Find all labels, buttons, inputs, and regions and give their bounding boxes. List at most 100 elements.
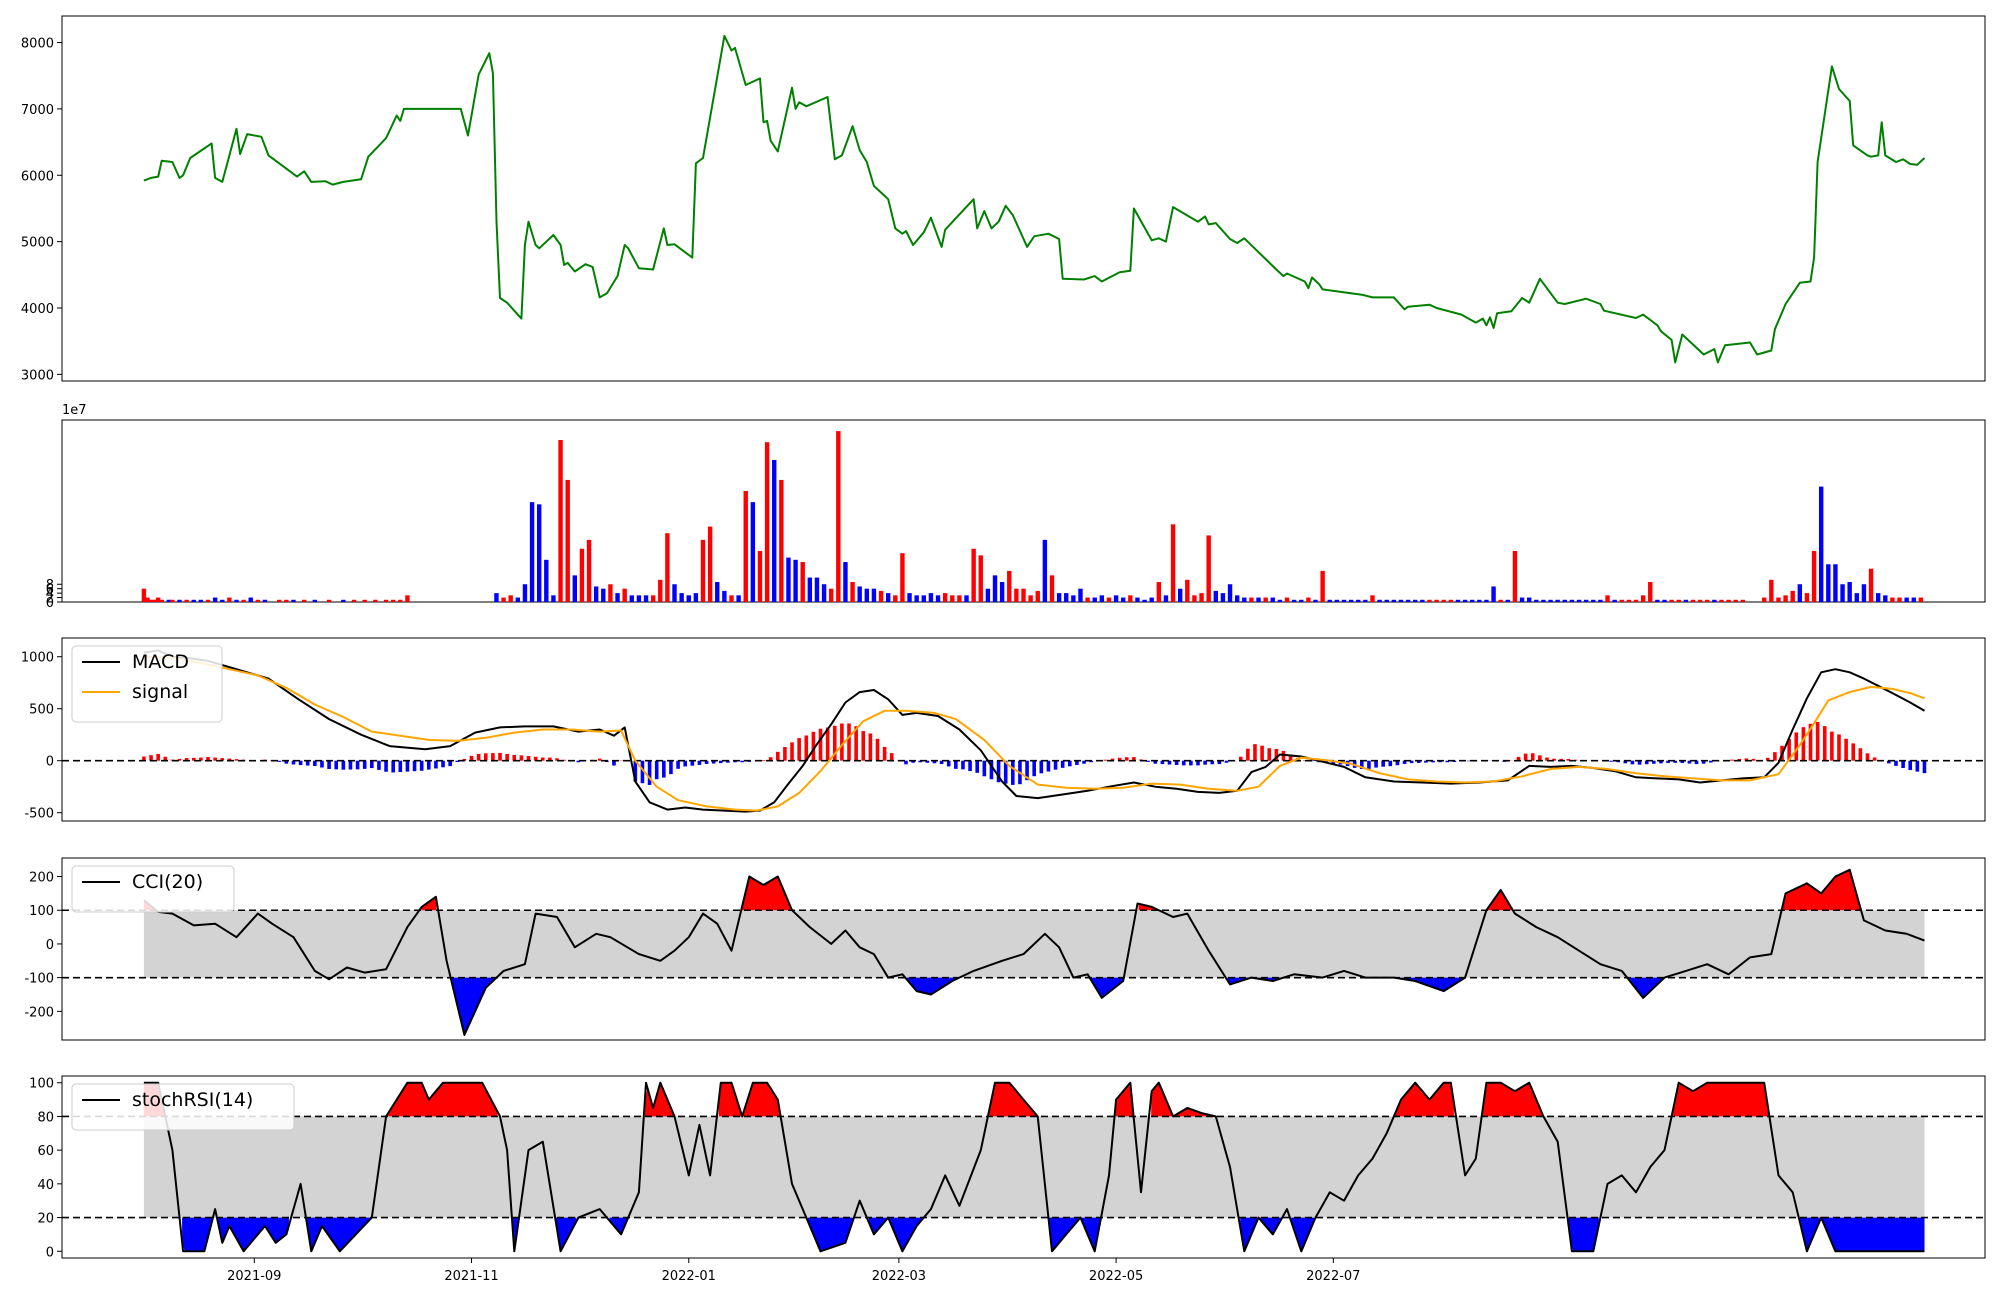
- macd-hist-bar: [419, 760, 424, 771]
- macd-hist-bar: [1773, 752, 1777, 761]
- volume-bar: [957, 595, 962, 602]
- macd-hist-bar: [1901, 760, 1905, 768]
- volume-bar: [1234, 595, 1240, 602]
- volume-bar: [686, 595, 691, 602]
- stoch-ytick-label: 80: [37, 1110, 54, 1125]
- macd-hist-bar: [1915, 760, 1920, 772]
- macd-hist-bar: [491, 753, 495, 761]
- volume-bar: [1384, 599, 1389, 602]
- volume-bar: [1056, 593, 1062, 602]
- volume-bar: [1655, 599, 1660, 602]
- volume-bar: [593, 586, 599, 602]
- volume-bar: [177, 599, 182, 602]
- stoch-oversold-fill: [1291, 1217, 1314, 1252]
- macd-hist-bar: [1196, 760, 1200, 766]
- volume-bar: [141, 588, 147, 602]
- macd-hist-bar: [334, 760, 339, 770]
- volume-bar: [1121, 597, 1126, 602]
- macd-hist-bar: [662, 760, 666, 778]
- macd-hist-bar: [1181, 760, 1186, 766]
- macd-hist-bar: [911, 760, 915, 763]
- macd-hist-bar: [1217, 760, 1222, 765]
- volume-bar: [390, 599, 396, 602]
- volume-bar: [1220, 593, 1226, 602]
- volume-bar: [1491, 586, 1496, 602]
- macd-hist-bar: [711, 760, 716, 764]
- macd-hist-bar: [1424, 760, 1428, 763]
- volume-bar: [814, 577, 820, 602]
- volume-bar: [234, 599, 239, 602]
- volume-bar: [1769, 579, 1774, 602]
- macd-hist-bar: [1388, 760, 1393, 767]
- cci-frame: [61, 857, 1986, 1041]
- macd-hist-bar: [1466, 760, 1471, 762]
- volume-bar: [1299, 599, 1304, 602]
- macd-hist-bar: [1360, 760, 1364, 769]
- macd-hist-bar: [1039, 760, 1044, 774]
- macd-hist-bar: [1552, 758, 1556, 761]
- macd-hist-bar: [1865, 753, 1870, 761]
- volume-bar: [1818, 486, 1824, 602]
- cci-overbought-fill: [421, 898, 437, 911]
- volume-bar: [291, 599, 296, 602]
- cci-oversold-fill: [907, 977, 958, 995]
- volume-bar: [608, 584, 613, 602]
- macd-hist-bar: [1210, 760, 1215, 765]
- macd-hist-bar: [996, 760, 1001, 783]
- volume-bar: [1227, 584, 1233, 602]
- stoch-overbought-fill: [645, 1082, 673, 1117]
- volume-bar: [1640, 595, 1646, 602]
- volume-bar: [693, 593, 699, 602]
- volume-bar: [1042, 539, 1048, 602]
- volume-bar: [1035, 590, 1040, 602]
- macd-hist-bar: [783, 747, 787, 761]
- macd-hist-bar: [904, 760, 908, 765]
- macd-hist-bar: [1416, 760, 1421, 763]
- macd-hist-bar: [405, 760, 410, 772]
- volume-bar: [1106, 597, 1112, 602]
- volume-bar: [1854, 593, 1859, 602]
- volume-bar: [1911, 597, 1916, 602]
- macd-hist-bar: [832, 725, 837, 761]
- macd-hist-bar: [434, 760, 438, 769]
- stoch-ytick-label: 20: [37, 1212, 54, 1227]
- volume-bar: [1420, 599, 1425, 602]
- volume-bar: [1505, 599, 1511, 602]
- volume-bar: [622, 588, 627, 602]
- volume-bar: [1391, 599, 1397, 602]
- macd-hist-bar: [1623, 760, 1628, 764]
- volume-bar: [1007, 570, 1012, 602]
- macd-hist-bar: [1046, 760, 1051, 772]
- volume-bar: [1092, 597, 1097, 602]
- stoch-oversold-fill: [1049, 1217, 1101, 1252]
- stoch-oversold-fill: [1568, 1217, 1599, 1252]
- macd-hist-bar: [612, 760, 616, 766]
- volume-bar: [529, 502, 535, 602]
- macd-hist-bar: [298, 760, 303, 766]
- macd-hist-bar: [1887, 760, 1891, 764]
- macd-hist-bar: [391, 760, 395, 773]
- volume-bar: [572, 575, 577, 602]
- volume-bar: [772, 459, 777, 602]
- macd-hist-bar: [448, 760, 452, 767]
- macd-hist-bar: [1267, 748, 1272, 761]
- volume-bar: [1113, 595, 1119, 602]
- macd-hist-bar: [982, 760, 987, 777]
- macd-hist-bar: [426, 760, 431, 770]
- macd-hist-bar: [284, 760, 289, 764]
- volume-bar: [248, 597, 253, 602]
- volume-bar: [494, 593, 499, 602]
- macd-hist-bar: [213, 757, 217, 761]
- macd-hist-bar: [882, 746, 887, 761]
- volume-bar: [1427, 599, 1432, 602]
- macd-hist-bar: [1566, 759, 1571, 761]
- volume-bar: [198, 599, 204, 602]
- macd-hist-bar: [1167, 760, 1172, 765]
- volume-bar: [950, 595, 955, 602]
- macd-hist-bar: [1124, 757, 1129, 761]
- volume-bar: [1719, 599, 1724, 602]
- volume-bar: [1676, 599, 1681, 602]
- volume-bar: [1534, 599, 1539, 602]
- volume-bar: [1548, 599, 1553, 602]
- volume-bar: [1405, 599, 1411, 602]
